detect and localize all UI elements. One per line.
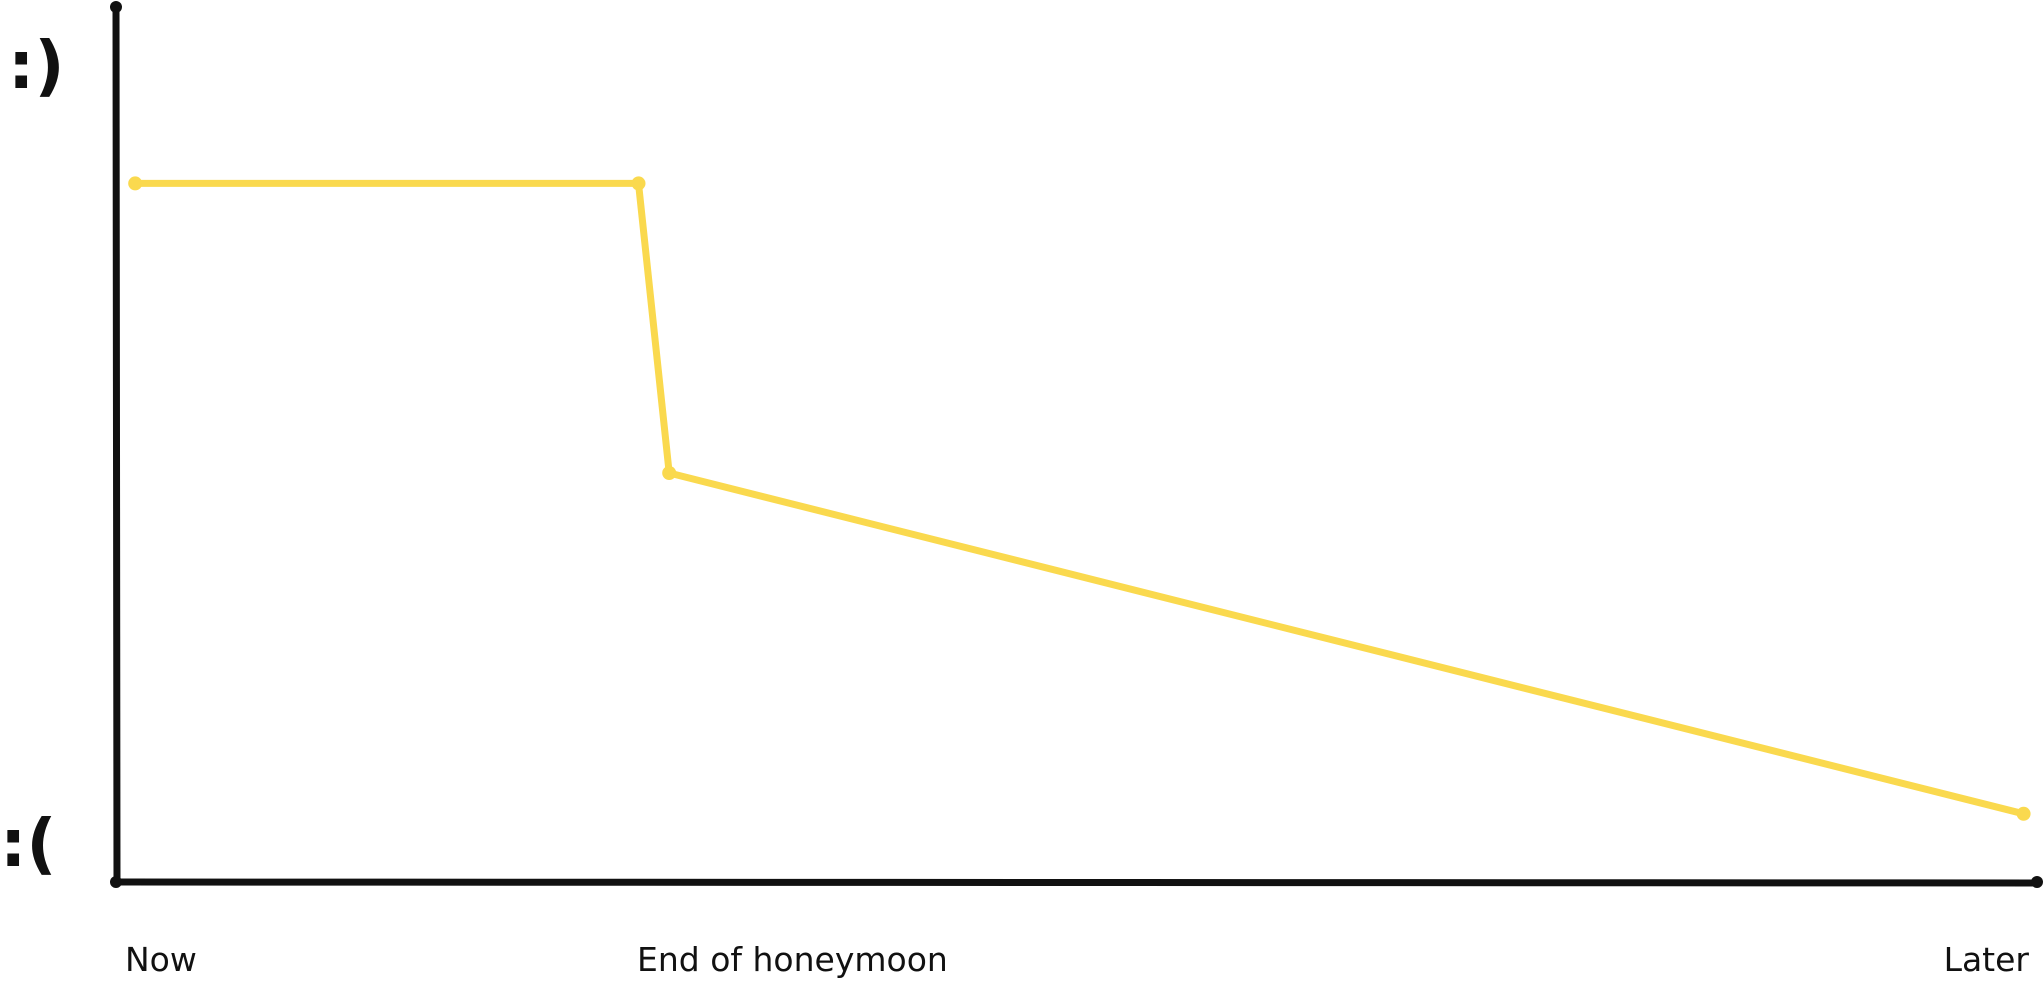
x-tick-label-end-of-honeymoon: End of honeymoon bbox=[637, 940, 948, 979]
data-point-0-2 bbox=[662, 466, 677, 480]
origin-dot bbox=[110, 876, 122, 888]
happy-face-label: :) bbox=[8, 27, 65, 104]
series-line-0 bbox=[131, 179, 2028, 818]
y-axis-end-dot bbox=[110, 1, 122, 13]
axes bbox=[110, 1, 2043, 888]
x-tick-label-now: Now bbox=[125, 940, 197, 979]
y-axis-labels: :) :( bbox=[0, 27, 65, 882]
y-axis-line bbox=[112, 3, 121, 886]
data-point-0-3 bbox=[2016, 806, 2031, 821]
data-point-0-1 bbox=[631, 176, 646, 191]
sad-face-label: :( bbox=[0, 805, 57, 882]
data-point-0-0 bbox=[128, 176, 143, 191]
series-layer bbox=[128, 176, 2031, 821]
x-tick-label-later: Later bbox=[1944, 940, 2030, 979]
x-axis-line bbox=[112, 878, 2041, 887]
x-axis-tick-labels: Now End of honeymoon Later bbox=[125, 940, 2029, 979]
x-axis-end-dot bbox=[2031, 876, 2043, 888]
